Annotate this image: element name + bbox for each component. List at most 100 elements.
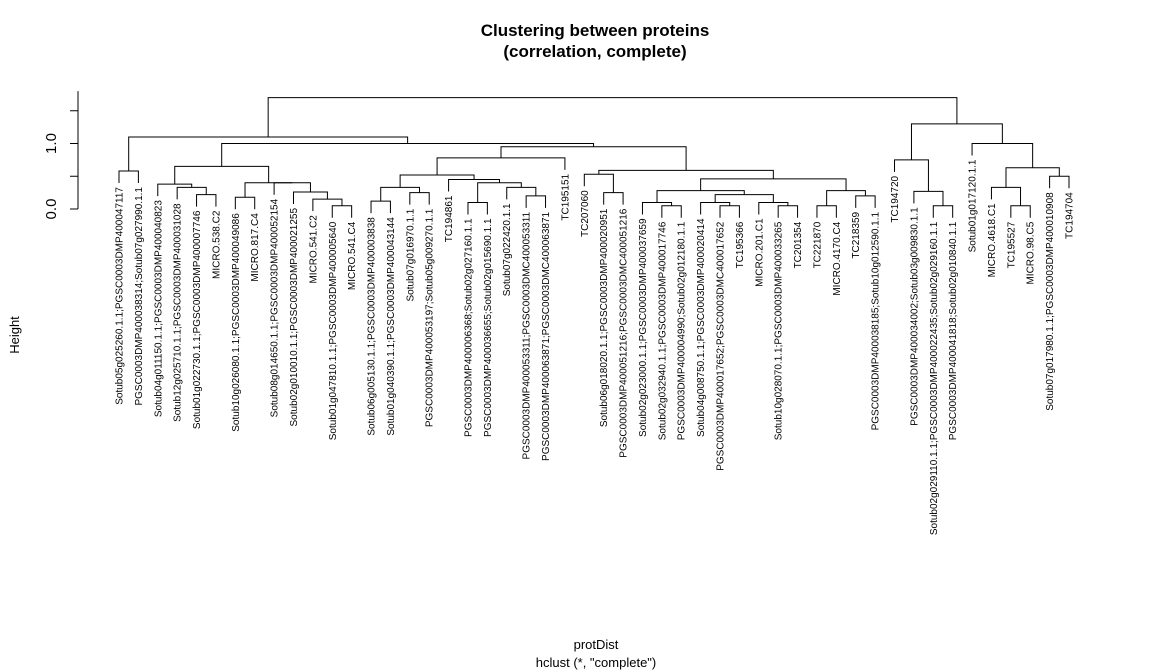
x-axis-label: protDist (574, 637, 619, 652)
dendrogram-link (157, 183, 193, 197)
dendrogram-link (816, 205, 837, 218)
dendrogram-link (273, 182, 311, 195)
chart-title-line2: (correlation, complete) (503, 42, 686, 61)
dendrogram-links (118, 97, 1070, 218)
dendrogram-link (758, 201, 789, 215)
leaf-label: MICRO.4170.C4 (832, 221, 843, 295)
y-tick-label: 1.0 (43, 133, 60, 154)
leaf-label: PGSC0003DMP400038185;Sotub10g012590.1.1 (871, 211, 882, 430)
leaf-label: TC218359 (851, 211, 862, 258)
dendrogram-link (118, 170, 139, 184)
leaf-label: MICRO.538.C2 (211, 210, 222, 279)
leaf-label: Sotub06g018020.1.1;PGSC0003DMP400020951 (599, 208, 610, 427)
leaf-label: PGSC0003DMP400053197;Sotub05g009270.1.1 (425, 208, 436, 427)
leaf-label: Sotub07g017980.1.1;PGSC0003DMP400010908 (1045, 192, 1056, 411)
leaf-label: Sotub07g022420.1.1 (502, 203, 513, 296)
dendrogram-link (506, 186, 537, 200)
dendrogram-link (331, 205, 353, 218)
leaf-label: Sotub04g008750.1.1;PGSC0003DMP400020414 (696, 218, 707, 437)
dendrogram-link (244, 182, 293, 198)
leaf-label: TC195527 (1006, 221, 1017, 268)
dendrogram-link (700, 201, 731, 215)
leaf-label: MICRO.817.C4 (250, 213, 261, 282)
leaf-label: MICRO.541.C2 (308, 215, 319, 284)
leaf-label: Sotub08g014650.1.1;PGSC0003DMP400052154 (270, 198, 281, 417)
leaf-label: Sotub12g025710.1.1;PGSC0003DMP400031028 (173, 203, 184, 422)
dendrogram-link (855, 195, 876, 208)
dendrogram-link (714, 194, 774, 203)
dendrogram-link (477, 182, 522, 203)
dendrogram-link (234, 196, 256, 210)
leaf-label: Sotub01g017120.1.1 (968, 159, 979, 252)
y-axis: 0.0 1.0 (43, 91, 79, 219)
dendrogram-link (370, 200, 391, 214)
leaf-label: MICRO.98.C5 (1026, 221, 1037, 284)
leaf-label: PGSC0003DMP400006368;Sotub02g027160.1.1 (463, 218, 474, 437)
dendrogram-link (467, 201, 488, 215)
dendrogram-link (1010, 205, 1031, 218)
leaf-label: TC194861 (444, 195, 455, 242)
dendrogram-link (583, 173, 614, 193)
dendrogram-link (436, 157, 566, 175)
dendrogram-link (603, 192, 624, 205)
leaf-label: PGSC0003DMP400038314;Sotub07g027990.1.1 (134, 187, 145, 406)
leaf-label: MICRO.201.C1 (754, 218, 765, 287)
dendrogram-link (719, 205, 740, 218)
chart-title-line1: Clustering between proteins (481, 21, 710, 40)
dendrogram-link (500, 146, 687, 171)
leaf-label: TC195151 (560, 173, 571, 220)
leaf-label: Sotub02g032940.1.1;PGSC0003DMP400017746 (657, 221, 668, 440)
chart-subtitle: hclust (*, "complete") (536, 655, 657, 670)
leaf-label: MICRO.541.C4 (347, 221, 358, 290)
dendrogram-link (176, 186, 207, 200)
leaf-label: Sotub10g028070.1.1;PGSC0003DMP400033265 (774, 221, 785, 440)
leaf-label: Sotub02g023000.1.1;PGSC0003DMP400037659 (638, 218, 649, 437)
leaf-label: PGSC0003DMP400041818;Sotub02g010840.1.1 (948, 221, 959, 440)
leaf-label: MICRO.4618.C1 (987, 203, 998, 277)
dendrogram-link (932, 205, 954, 218)
leaf-label: Sotub02g010010.1.1;PGSC0003DMP400021255 (289, 208, 300, 427)
dendrogram-link (1049, 175, 1070, 189)
leaf-label: Sotub02g029110.1.1;PGSC0003DMP400022435;… (929, 221, 940, 535)
dendrogram-link (174, 165, 270, 185)
y-axis-label: Height (7, 316, 22, 354)
leaf-label: TC195366 (735, 221, 746, 268)
dendrogram-link (448, 179, 500, 192)
leaf-label: Sotub05g025260.1.1;PGSC0003DMP400047117 (115, 187, 126, 405)
leaf-label: PGSC0003DMP400053311;PGSC0003DMC40005331… (522, 211, 533, 459)
leaf-label: PGSC0003DMP400004990;Sotub02g012180.1.1 (677, 221, 688, 440)
leaf-label: Sotub10g026080.1.1;PGSC0003DMP400049086 (231, 213, 242, 432)
leaf-label: Sotub01g047810.1.1;PGSC0003DMP400005640 (328, 221, 339, 440)
dendrogram-link (399, 174, 475, 188)
dendrogram-link (656, 190, 745, 203)
leaf-label: Sotub01g022730.1.1;PGSC0003DMP400007746 (192, 210, 203, 429)
leaf-label: PGSC0003DMP400017652;PGSC0003DMC40001765… (716, 221, 727, 470)
dendrogram-link (267, 97, 958, 137)
leaf-label: Sotub06g005130.1.1;PGSC0003DMP400003838 (367, 217, 378, 436)
dendrogram-link (409, 192, 430, 205)
dendrogram-link (641, 201, 673, 215)
leaf-label: TC194704 (1065, 192, 1076, 239)
leaf-label: PGSC0003DMP400063871;PGSC0003DMC40006387… (541, 211, 552, 460)
dendrogram-link (971, 143, 1034, 168)
leaf-label: Sotub07g016970.1.1 (405, 208, 416, 301)
dendrogram-link (380, 186, 421, 202)
leaf-label: PGSC0003DMP400034002;Sotub03g009830.1.1 (909, 207, 920, 426)
dendrogram-link (525, 195, 547, 208)
dendrogram-link (661, 205, 682, 218)
leaf-labels: Sotub05g025260.1.1;PGSC0003DMP400047117 P… (115, 159, 1076, 535)
dendrogram-link (990, 186, 1022, 206)
dendrogram-link (700, 178, 847, 191)
leaf-label: TC194720 (890, 175, 901, 222)
leaf-label: Sotub04g011150.1.1;PGSC0003DMP400040823 (153, 200, 164, 417)
leaf-label: Sotub01g040390.1.1;PGSC0003DMP400043144 (386, 217, 397, 436)
dendrogram-link (1005, 167, 1060, 188)
leaf-label: TC221870 (812, 221, 823, 268)
dendrogram-link (910, 123, 1003, 160)
leaf-label: PGSC0003DMP400036655;Sotub02g015690.1.1 (483, 218, 494, 437)
dendrogram-link (777, 205, 799, 218)
leaf-label: TC201354 (793, 221, 804, 268)
leaf-label: TC207060 (580, 190, 591, 237)
dendrogram-link (826, 190, 866, 206)
